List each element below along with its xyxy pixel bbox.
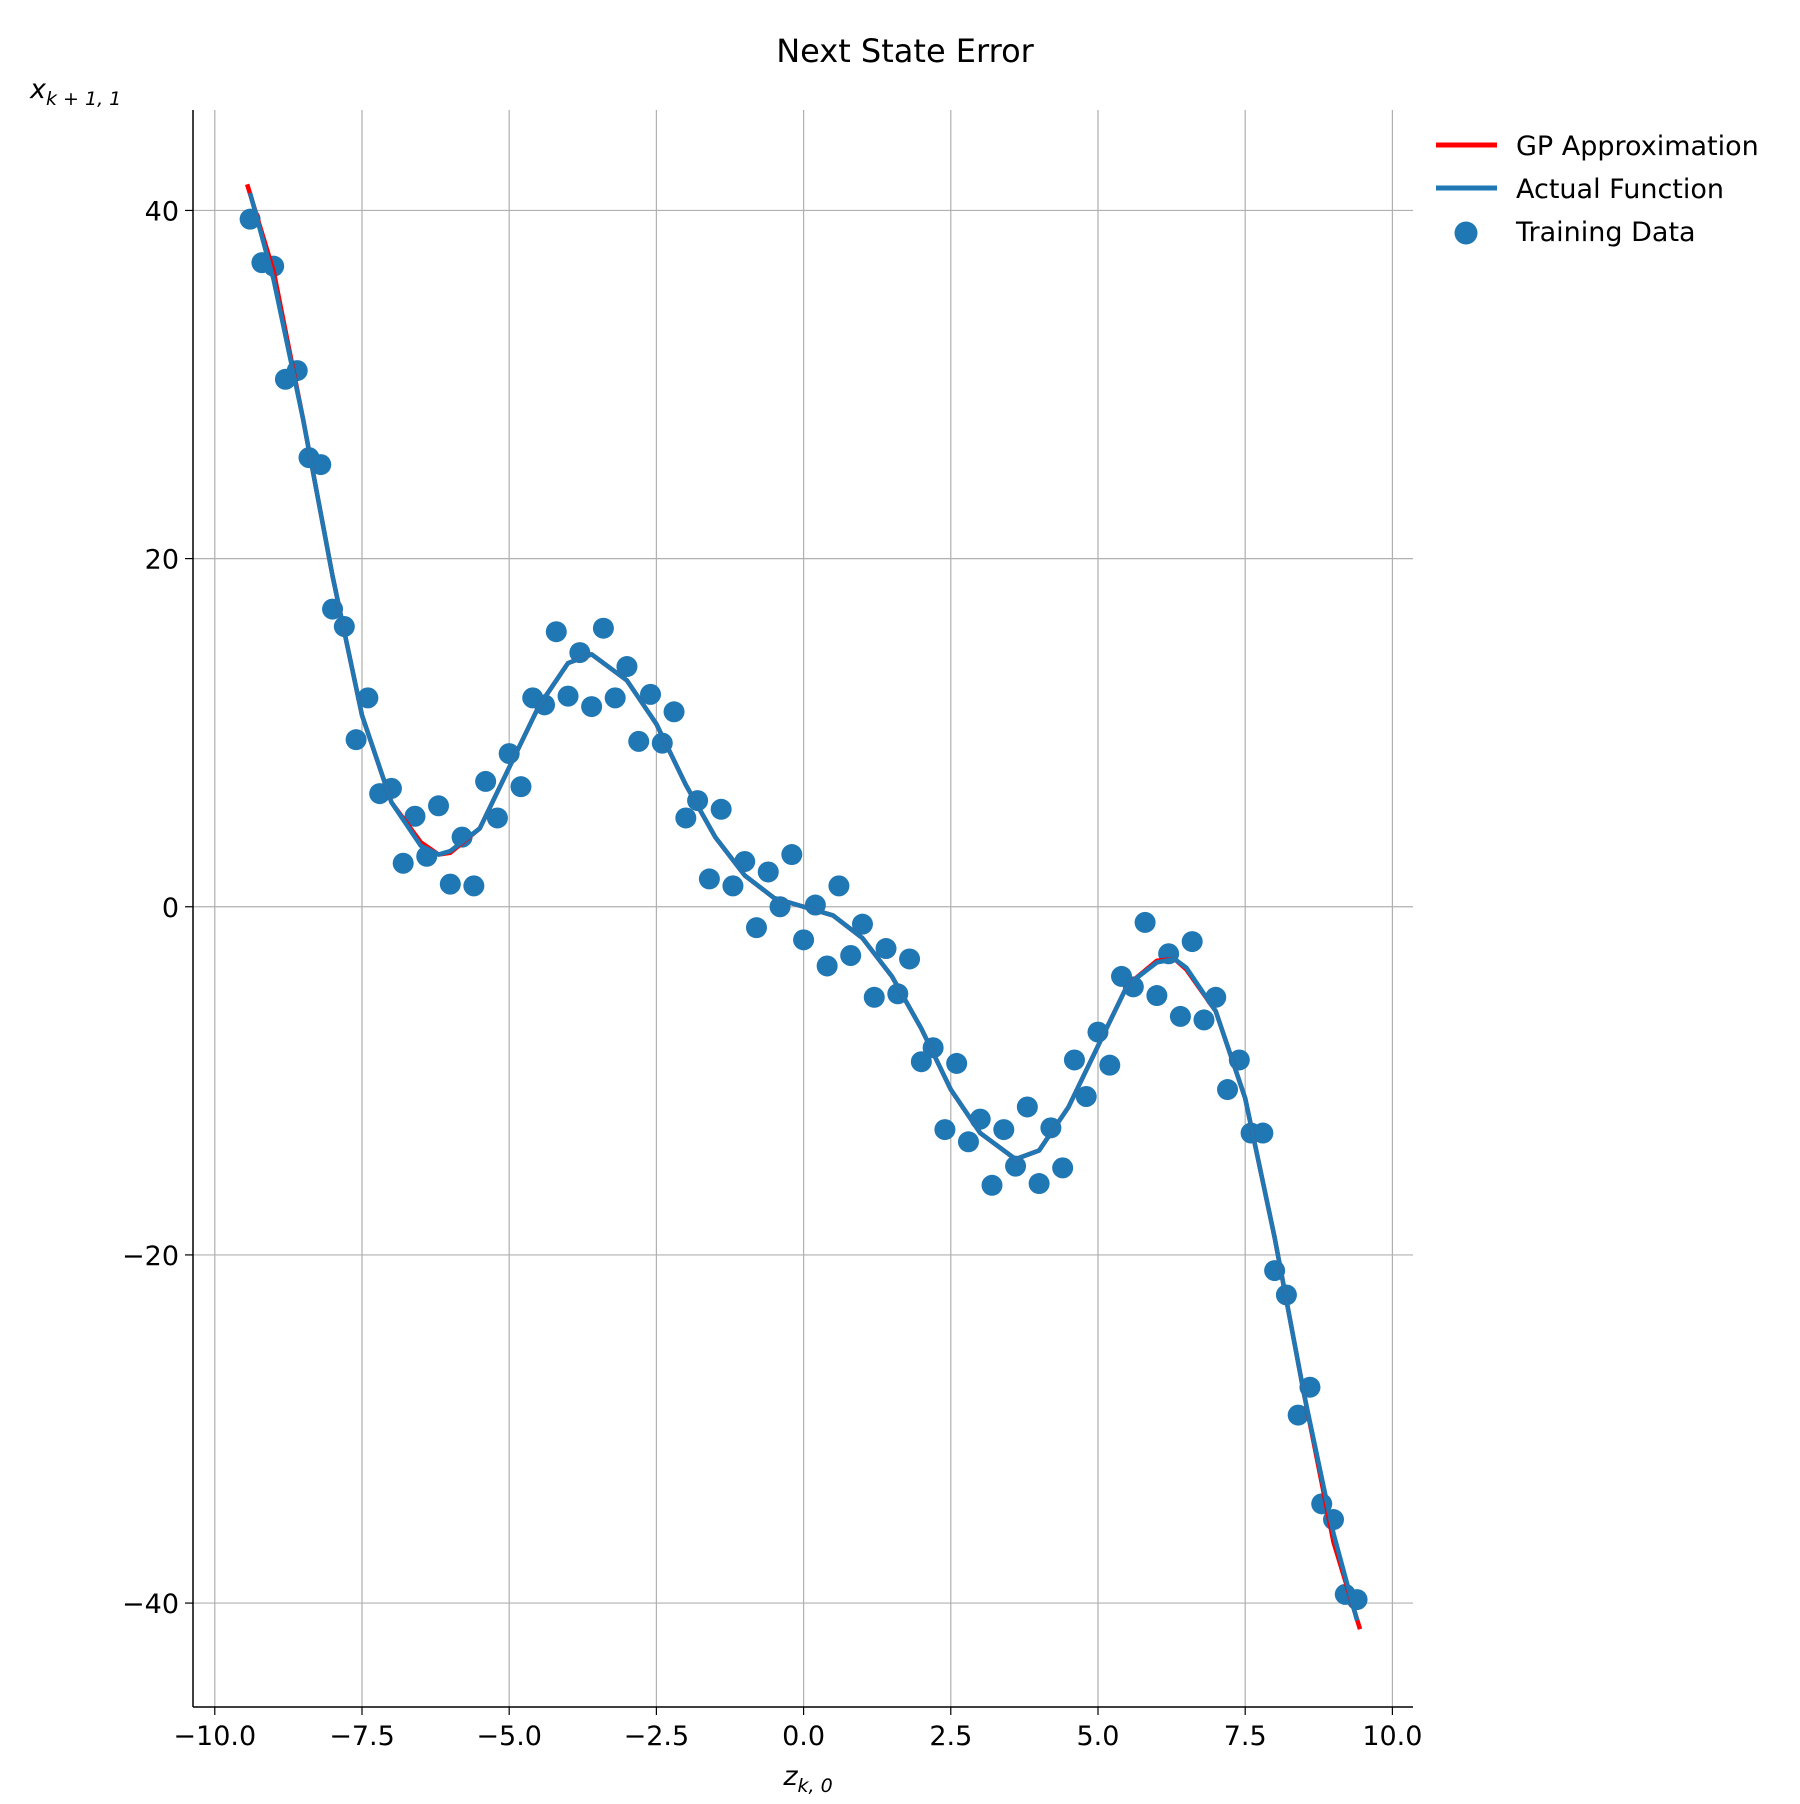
scatter-point xyxy=(640,683,661,705)
scatter-point xyxy=(675,807,697,829)
scatter-point xyxy=(851,913,873,935)
y-axis-label-subscript: k + 1, 1 xyxy=(46,88,121,110)
x-tick-label: 0.0 xyxy=(782,1721,825,1752)
scatter-point xyxy=(1063,1049,1085,1071)
scatter-point xyxy=(1075,1086,1097,1108)
scatter-point xyxy=(781,844,803,866)
y-axis-label: xk + 1, 1 xyxy=(29,74,121,110)
scatter-point xyxy=(875,938,897,960)
scatter-point xyxy=(899,948,921,970)
scatter-point xyxy=(475,770,497,792)
scatter-point xyxy=(616,656,638,678)
scatter-point xyxy=(439,873,461,895)
scatter-point xyxy=(1052,1157,1074,1179)
scatter-point xyxy=(581,696,603,718)
x-tick-label: 10.0 xyxy=(1362,1721,1422,1752)
scatter-point xyxy=(946,1052,968,1074)
legend-label: Actual Function xyxy=(1516,174,1724,205)
scatter-point xyxy=(863,986,885,1008)
scatter-point xyxy=(910,1051,932,1073)
scatter-point xyxy=(545,621,567,643)
x-tick-label: 2.5 xyxy=(929,1721,972,1752)
scatter-point xyxy=(1146,985,1168,1007)
scatter-point xyxy=(793,929,815,951)
scatter-point xyxy=(1252,1122,1274,1144)
scatter-point xyxy=(722,875,744,897)
scatter-point xyxy=(1287,1404,1309,1426)
x-tick-label: −7.5 xyxy=(329,1721,395,1752)
y-tick-label: −40 xyxy=(122,1589,179,1620)
scatter-point xyxy=(663,701,685,723)
scatter-point xyxy=(1134,911,1156,933)
scatter-point xyxy=(757,861,779,883)
scatter-point xyxy=(1181,931,1203,953)
chart-title: Next State Error xyxy=(776,32,1034,70)
x-tick-label: −10.0 xyxy=(173,1721,256,1752)
legend-label: GP Approximation xyxy=(1516,131,1759,162)
scatter-point xyxy=(1122,976,1144,998)
scatter-point xyxy=(463,875,485,897)
x-tick-label: −2.5 xyxy=(624,1721,690,1752)
scatter-point xyxy=(486,807,508,829)
y-tick-label: 40 xyxy=(145,196,179,227)
scatter-point xyxy=(745,917,767,939)
x-axis-label: zk, 0 xyxy=(782,1761,832,1797)
y-tick-label: 20 xyxy=(145,545,179,576)
legend-label: Training Data xyxy=(1515,217,1696,248)
x-axis-label-subscript: k, 0 xyxy=(798,1775,833,1797)
scatter-point xyxy=(592,617,614,639)
scatter-point xyxy=(1169,1005,1191,1027)
scatter-point xyxy=(698,868,720,890)
scatter-point xyxy=(345,729,367,751)
y-tick-label: −20 xyxy=(122,1241,179,1272)
scatter-point xyxy=(816,955,838,977)
y-axis-label-main: x xyxy=(29,74,47,105)
scatter-point xyxy=(993,1119,1015,1141)
x-tick-label: −5.0 xyxy=(476,1721,542,1752)
scatter-point xyxy=(710,798,732,820)
scatter-point xyxy=(981,1174,1003,1196)
scatter-point xyxy=(957,1131,979,1153)
scatter-point xyxy=(428,795,450,817)
scatter-point xyxy=(1099,1054,1121,1076)
y-tick-label: 0 xyxy=(162,893,179,924)
scatter-point xyxy=(1193,1009,1215,1031)
x-axis-label-main: z xyxy=(782,1761,798,1792)
scatter-point xyxy=(828,875,850,897)
scatter-point xyxy=(934,1119,956,1141)
scatter-point xyxy=(557,685,579,707)
legend-marker xyxy=(1454,221,1478,245)
scatter-point xyxy=(510,776,532,798)
scatter-point xyxy=(1016,1096,1038,1118)
scatter-point xyxy=(310,454,332,476)
scatter-point xyxy=(1217,1079,1239,1101)
scatter-point xyxy=(604,687,626,709)
scatter-point xyxy=(1005,1155,1027,1177)
scatter-point xyxy=(357,687,379,709)
scatter-point xyxy=(392,852,414,874)
scatter-point xyxy=(404,805,426,827)
scatter-point xyxy=(451,826,473,848)
x-tick-label: 7.5 xyxy=(1224,1721,1267,1752)
x-tick-label: 5.0 xyxy=(1077,1721,1120,1752)
scatter-point xyxy=(840,945,862,967)
scatter-point xyxy=(1028,1173,1050,1195)
scatter-point xyxy=(628,730,650,752)
line-series xyxy=(247,192,1360,1622)
